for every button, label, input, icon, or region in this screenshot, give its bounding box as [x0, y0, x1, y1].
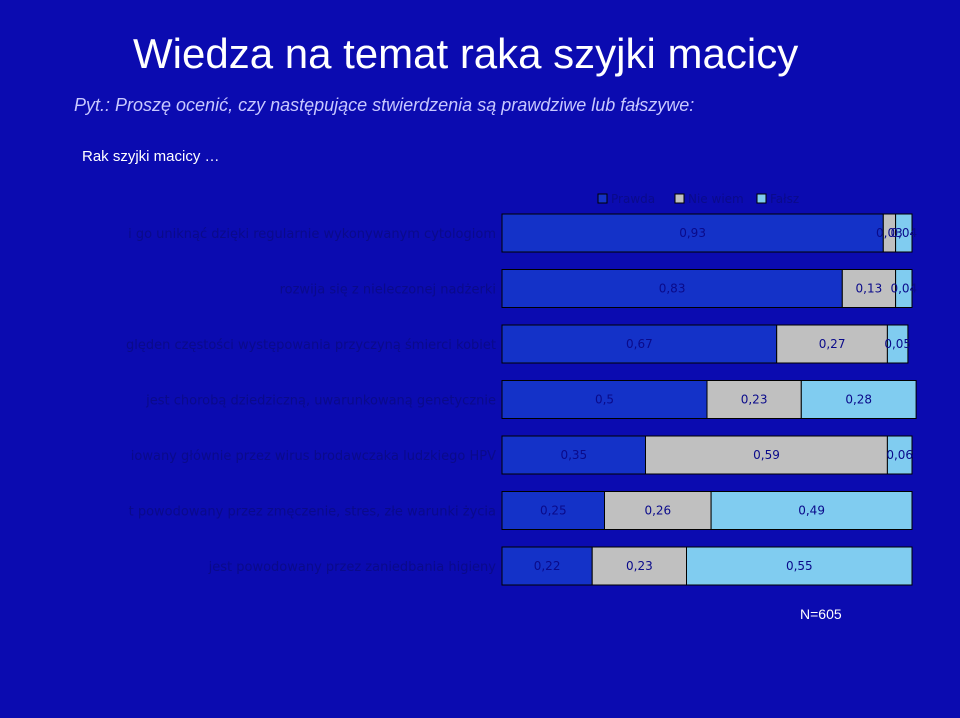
value-label: 0,93: [679, 226, 706, 240]
bar-segment-prawda: [501, 324, 778, 364]
value-label: 0,49: [798, 504, 825, 518]
value-label: 0,67: [626, 337, 653, 351]
bar-segment-nie-wiem: [776, 324, 888, 364]
bar-segment-prawda: [501, 491, 605, 530]
value-label: 0,04: [890, 226, 917, 240]
bar-segment-fałsz: [686, 546, 913, 586]
section-subhead: Rak szyjki macicy …: [82, 148, 220, 165]
value-label: 0,03: [876, 226, 903, 240]
sample-size-note: N=605: [800, 606, 842, 622]
value-label: 0,06: [886, 448, 913, 462]
bar-segment-nie-wiem: [841, 269, 897, 308]
value-label: 0,13: [856, 282, 883, 296]
legend-swatch: [756, 193, 767, 204]
bar-segment-prawda: [501, 380, 708, 419]
value-label: 0,23: [626, 559, 653, 573]
category-label: i go uniknąć dzięki regularnie wykonywan…: [128, 227, 496, 242]
legend-label: Prawda: [611, 192, 655, 206]
value-label: 0,22: [534, 559, 561, 573]
value-label: 0,5: [595, 393, 614, 407]
value-label: 0,28: [845, 393, 872, 407]
chart-legend: Prawda Nie wiem Fałsz: [597, 192, 799, 206]
bar-segment-nie-wiem: [706, 380, 802, 419]
category-label: jest chorobą dziedziczną, uwarunkowaną g…: [145, 394, 496, 409]
value-label: 0,26: [644, 504, 671, 518]
bar-segment-nie-wiem: [645, 435, 888, 475]
bar-segment-prawda: [501, 269, 843, 308]
value-label: 0,55: [786, 559, 813, 573]
value-label: 0,05: [884, 337, 911, 351]
bar-segment-prawda: [501, 213, 884, 253]
category-label: rozwija się z nieleczonej nadżerki: [280, 283, 496, 298]
bar-segment-fałsz: [895, 269, 913, 308]
category-label: ględen częstości występowania przyczyną …: [126, 338, 496, 353]
value-label: 0,35: [560, 448, 587, 462]
legend-label: Fałsz: [770, 192, 799, 206]
category-labels: i go uniknąć dzięki regularnie wykonywan…: [126, 227, 496, 575]
question-subtitle: Pyt.: Proszę ocenić, czy następujące stw…: [74, 95, 695, 115]
bars: [501, 213, 917, 586]
legend-swatch: [597, 193, 608, 204]
bar-segment-fałsz: [800, 380, 917, 419]
bar-segment-prawda: [501, 435, 646, 475]
category-label: jest powodowany przez zaniedbania higien…: [208, 560, 497, 575]
value-label: 0,25: [540, 504, 567, 518]
bar-segment-fałsz: [886, 435, 913, 475]
value-label: 0,83: [659, 282, 686, 296]
category-label: t powodowany przez zmęczenie, stres, złe…: [129, 505, 496, 520]
category-label: iowany głównie przez wirus brodawczaka l…: [131, 449, 496, 464]
slide-title: Wiedza na temat raka szyjki macicy: [133, 30, 799, 77]
legend-swatch: [674, 193, 685, 204]
value-label: 0,23: [741, 393, 768, 407]
bar-segment-fałsz: [895, 213, 913, 253]
value-label: 0,04: [890, 282, 917, 296]
bar-segment-fałsz: [710, 491, 913, 530]
value-label: 0,27: [819, 337, 846, 351]
value-label: 0,59: [753, 448, 780, 462]
bar-segment-fałsz: [886, 324, 909, 364]
legend-label: Nie wiem: [688, 192, 744, 206]
bar-segment-prawda: [501, 546, 593, 586]
value-labels: 0,93 0,030,040,83 0,13 0,040,67 0,27 0,050,5 0…: [534, 226, 917, 573]
